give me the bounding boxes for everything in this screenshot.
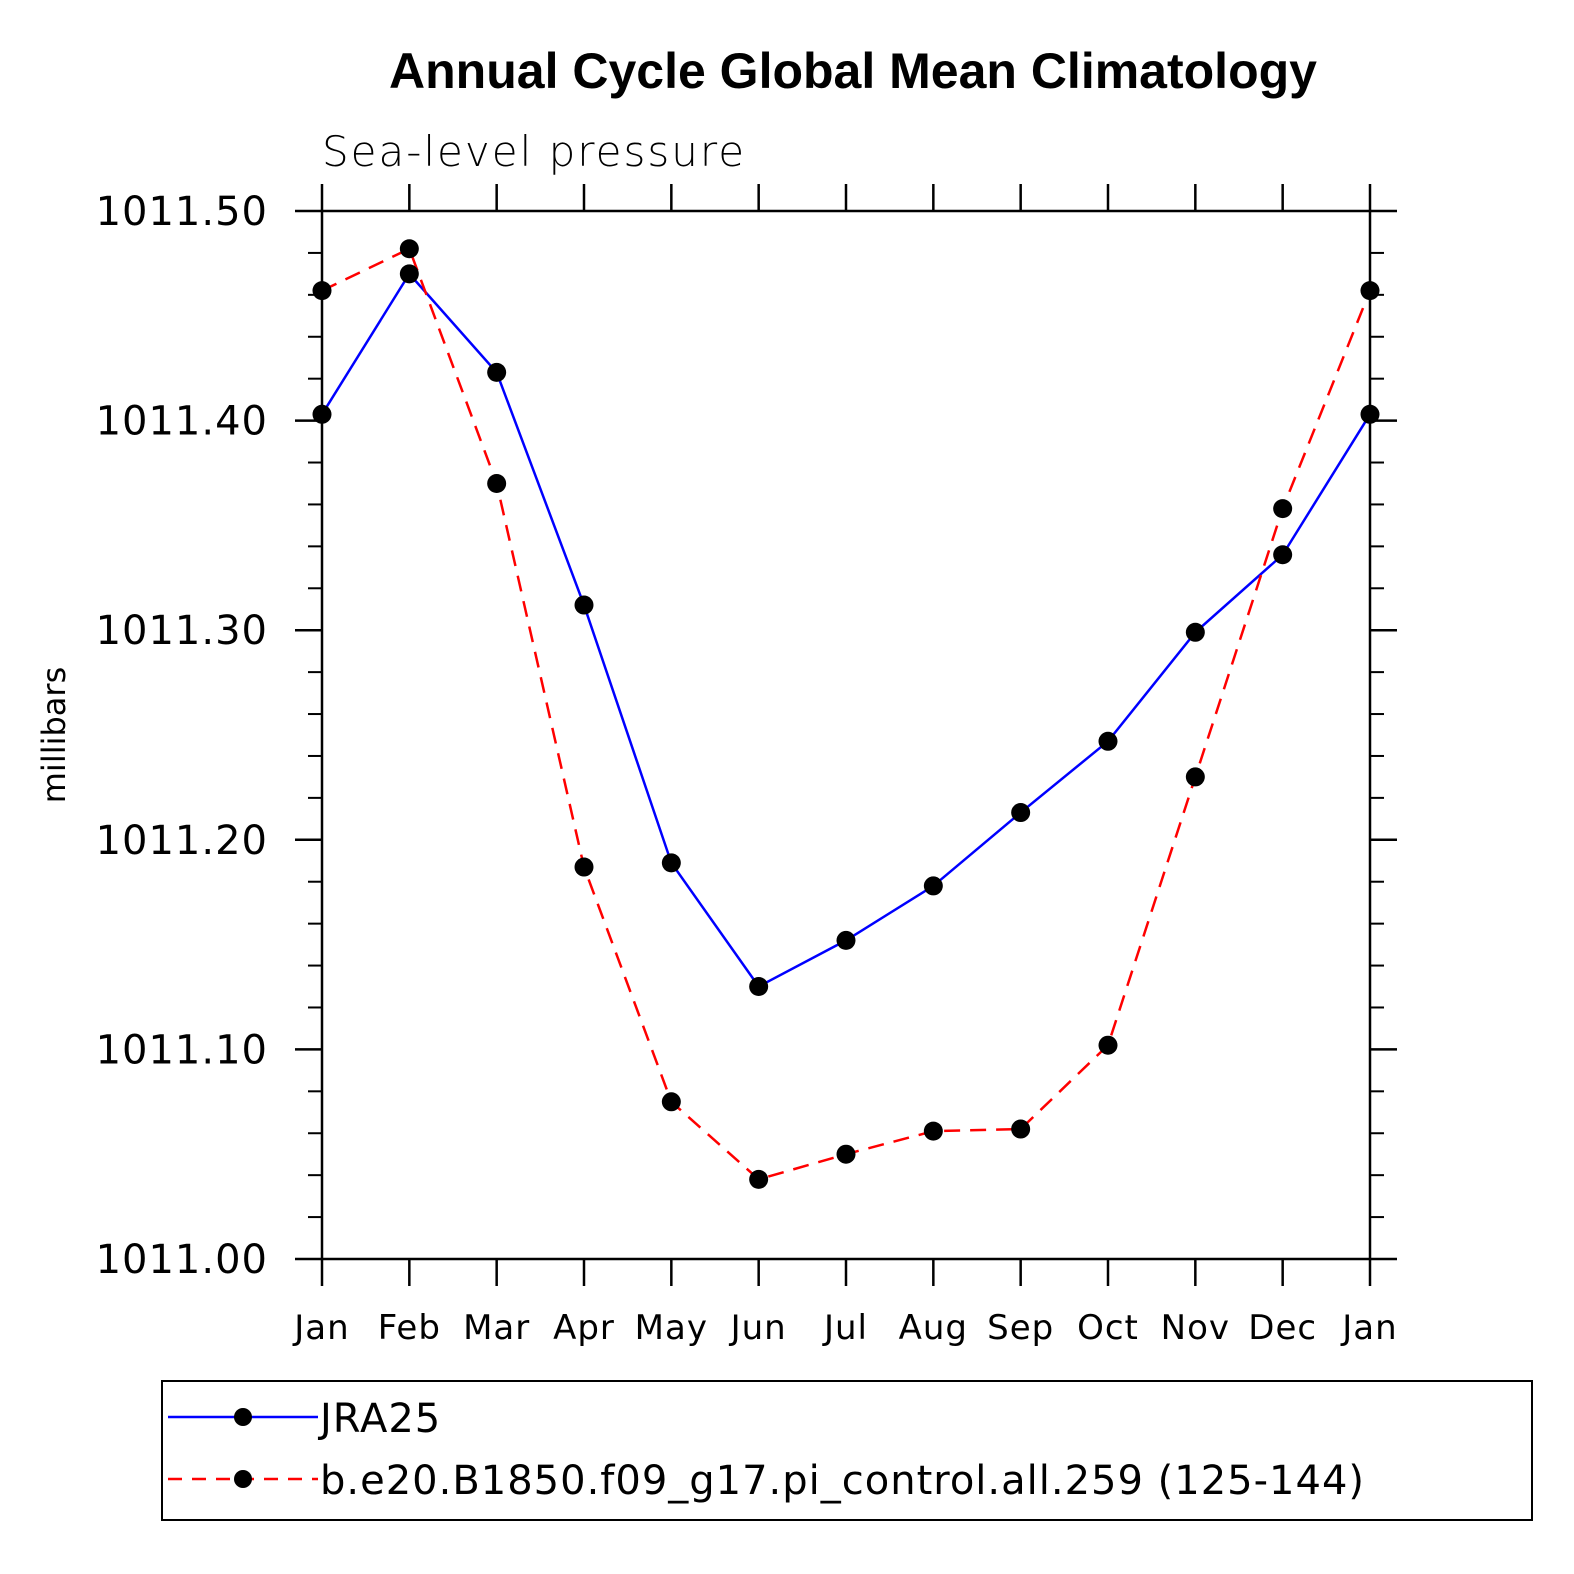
x-tick-label: Jan <box>1340 1308 1397 1348</box>
data-point <box>1011 803 1031 823</box>
legend-swatch-marker <box>234 1408 252 1426</box>
x-tick-label: Feb <box>378 1308 441 1348</box>
y-tick-label: 1011.00 <box>96 1237 268 1283</box>
data-point <box>836 1144 856 1164</box>
legend-box <box>161 1380 1533 1521</box>
axes-group: 1011.00 1011.10 1011.20 1011.30 1011.40 1011.… <box>96 184 1397 1348</box>
data-point <box>661 1092 681 1112</box>
legend-label: JRA25 <box>317 1396 441 1442</box>
data-point <box>1185 767 1205 787</box>
data-point <box>836 930 856 950</box>
legend-entry-jra25: JRA25 <box>168 1396 441 1442</box>
data-point <box>574 595 594 615</box>
data-point <box>749 1169 769 1189</box>
legend-entry-model: b.e20.B1850.f09_g17.pi_control.all.259 (… <box>168 1458 1365 1504</box>
data-point <box>399 264 419 284</box>
x-tick-label: Dec <box>1248 1308 1317 1348</box>
series-0 <box>320 271 1372 989</box>
series-group <box>312 239 1380 1189</box>
data-point <box>923 1121 943 1141</box>
x-tick-label: Sep <box>987 1308 1054 1348</box>
data-point <box>1273 499 1293 519</box>
data-point <box>399 239 419 259</box>
series-line <box>321 247 1372 1181</box>
data-point <box>1273 545 1293 565</box>
data-point <box>312 281 332 301</box>
x-tick-label: Nov <box>1161 1308 1230 1348</box>
legend-label: b.e20.B1850.f09_g17.pi_control.all.259 (… <box>320 1458 1365 1504</box>
y-axis-label: millibars <box>35 667 73 803</box>
y-tick-label: 1011.20 <box>96 818 268 864</box>
data-point <box>1098 1035 1118 1055</box>
data-point <box>661 853 681 873</box>
x-tick-label: Aug <box>899 1308 968 1348</box>
x-tick-label: Mar <box>463 1308 530 1348</box>
data-point <box>923 876 943 896</box>
data-point <box>487 473 507 493</box>
x-tick-label: Oct <box>1077 1308 1139 1348</box>
x-tick-label: Jul <box>822 1308 868 1348</box>
data-point <box>312 404 332 424</box>
y-tick-label: 1011.30 <box>96 608 268 654</box>
series-markers-1 <box>312 239 1380 1189</box>
series-line <box>320 271 1372 989</box>
data-point <box>487 362 507 382</box>
x-tick-label: Jan <box>292 1308 349 1348</box>
data-point <box>1360 281 1380 301</box>
x-tick-label: Jun <box>729 1308 787 1348</box>
series-markers-0 <box>312 264 1380 997</box>
legend-swatch-marker <box>234 1470 252 1488</box>
plot-frame <box>320 209 1372 1261</box>
x-tick-label: May <box>635 1308 708 1348</box>
data-point <box>574 857 594 877</box>
data-point <box>749 977 769 997</box>
data-point <box>1360 404 1380 424</box>
series-1 <box>321 247 1372 1181</box>
data-point <box>1185 622 1205 642</box>
chart-title: Annual Cycle Global Mean Climatology <box>389 43 1317 99</box>
data-point <box>1011 1119 1031 1139</box>
chart-subtitle: Sea-level pressure <box>322 127 746 176</box>
y-tick-label: 1011.10 <box>96 1027 268 1073</box>
data-point <box>1098 731 1118 751</box>
y-tick-label: 1011.50 <box>96 189 268 235</box>
x-tick-label: Apr <box>553 1308 615 1348</box>
y-tick-label: 1011.40 <box>96 399 268 445</box>
